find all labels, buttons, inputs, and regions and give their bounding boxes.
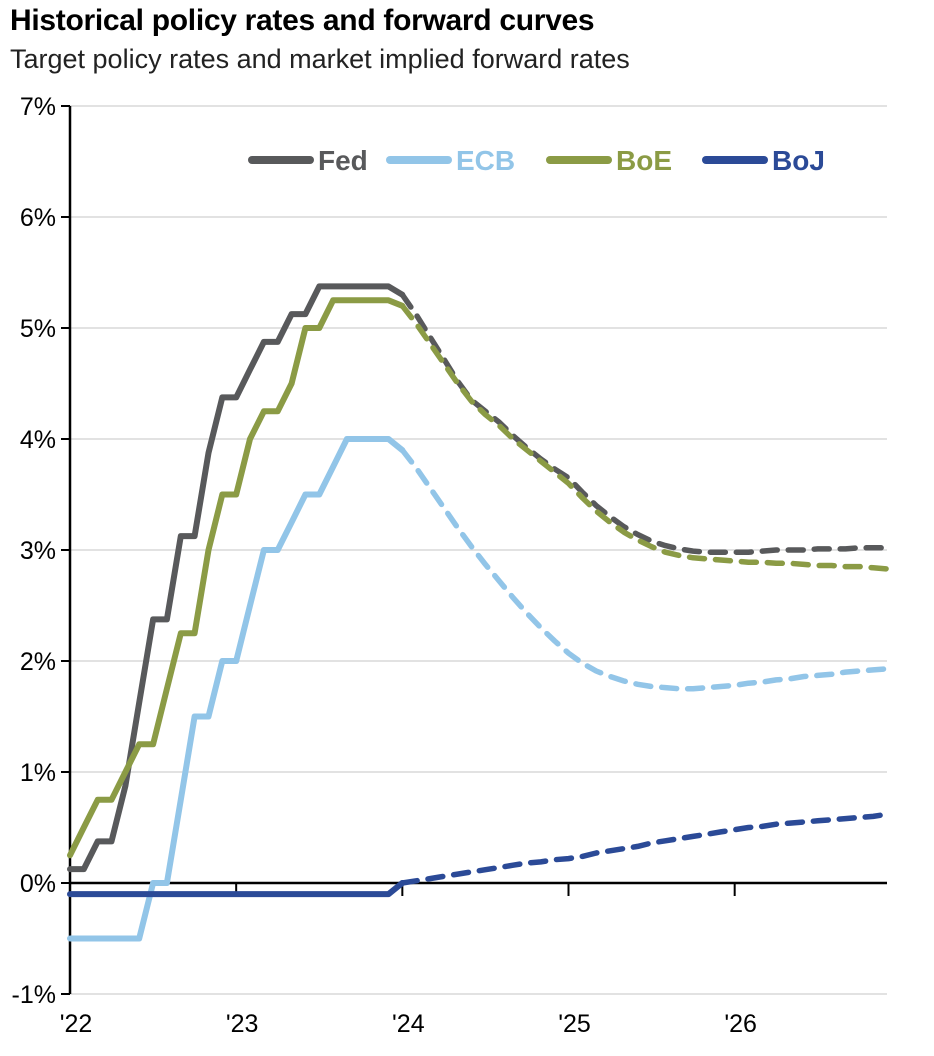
ytick-label-0pct: 0% — [20, 870, 56, 898]
ytick-label-4pct: 4% — [20, 426, 56, 454]
ytick-label-2pct: 2% — [20, 648, 56, 676]
series-line-boj-historical — [67, 880, 406, 898]
ytick-label-7pct: 7% — [20, 93, 56, 121]
series-line-ecb-forward — [399, 447, 890, 692]
xtick-label-22: '22 — [60, 1010, 93, 1038]
page-title: Historical policy rates and forward curv… — [10, 4, 595, 37]
series-line-boe-forward — [399, 303, 890, 572]
ytick-label-6pct: 6% — [20, 204, 56, 232]
legend-label-ecb: ECB — [456, 145, 515, 176]
ytick-label-1pct: 1% — [20, 759, 56, 787]
legend-label-boj: BoJ — [772, 145, 825, 176]
ytick-label-3pct: 3% — [20, 537, 56, 565]
policy-rates-chart: 7% 6% 5% 4% 3% 2% 1% 0% -1%'22 '23 '24 '25 '26 Fed ECB… — [12, 93, 890, 1038]
legend-label-fed: Fed — [318, 145, 368, 176]
ytick-label-5pct: 5% — [20, 315, 56, 343]
xtick-label-26: '26 — [724, 1010, 757, 1038]
series-line-boj-forward — [399, 811, 890, 886]
series-line-fed-historical — [67, 283, 406, 873]
series-line-ecb-historical — [67, 436, 406, 942]
series-line-boe-historical — [67, 297, 406, 859]
xtick-label-23: '23 — [226, 1010, 259, 1038]
xtick-label-25: '25 — [558, 1010, 591, 1038]
ytick-label--1pct: -1% — [12, 981, 56, 1009]
series-line-fed-forward — [399, 291, 890, 555]
legend-label-boe: BoE — [616, 145, 672, 176]
xtick-label-24: '24 — [392, 1010, 425, 1038]
page-subtitle: Target policy rates and market implied f… — [10, 44, 630, 74]
